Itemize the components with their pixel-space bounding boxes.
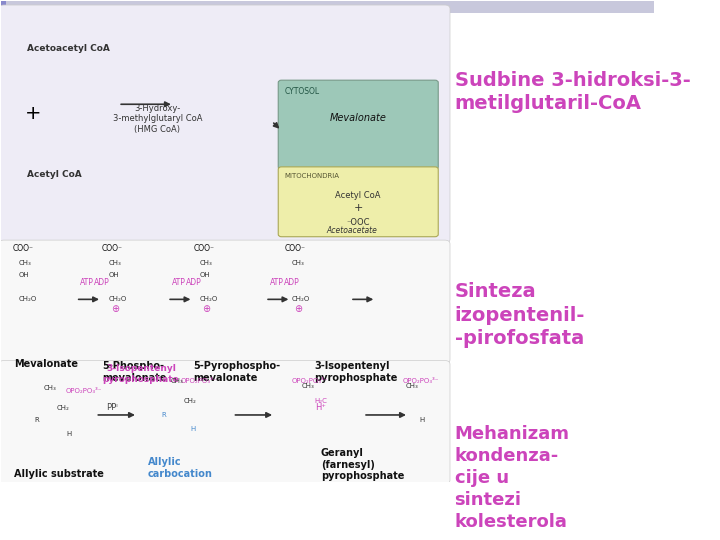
FancyBboxPatch shape — [0, 240, 450, 363]
Text: Acetyl CoA: Acetyl CoA — [27, 170, 81, 179]
Text: R: R — [161, 412, 166, 418]
Text: OPO₂PO₃³⁻: OPO₂PO₃³⁻ — [402, 378, 438, 384]
FancyBboxPatch shape — [278, 167, 438, 237]
Text: CH₂O: CH₂O — [19, 296, 37, 302]
Text: ADP: ADP — [186, 278, 202, 287]
Text: H: H — [191, 427, 196, 433]
Text: +: + — [25, 104, 42, 124]
Text: ATP: ATP — [270, 278, 284, 287]
Text: OPO₂PO₃³⁻: OPO₂PO₃³⁻ — [66, 388, 102, 394]
Text: CH₂O: CH₂O — [109, 296, 127, 302]
Text: COO⁻: COO⁻ — [285, 244, 306, 253]
Text: H⁺: H⁺ — [315, 403, 326, 412]
Text: CH₃: CH₃ — [109, 260, 121, 266]
FancyBboxPatch shape — [278, 80, 438, 170]
Text: CYTOSOL: CYTOSOL — [285, 87, 320, 97]
Text: CH₃: CH₃ — [43, 386, 56, 392]
Text: 5-Phospho-
mevalonate: 5-Phospho- mevalonate — [102, 361, 166, 383]
Text: OPO₂PO₃³⁻: OPO₂PO₃³⁻ — [292, 378, 328, 384]
Text: 5-Pyrophospho-
mevalonate: 5-Pyrophospho- mevalonate — [194, 361, 281, 383]
FancyBboxPatch shape — [0, 5, 450, 243]
Text: Allylic
carbocation: Allylic carbocation — [148, 457, 212, 479]
Text: 3-Isopentenyl
pyrophosphate: 3-Isopentenyl pyrophosphate — [314, 361, 397, 383]
Text: COO⁻: COO⁻ — [194, 244, 215, 253]
Text: PPᴵ: PPᴵ — [106, 403, 117, 412]
Text: COO⁻: COO⁻ — [102, 244, 123, 253]
Text: OPO₂PO₃³⁻: OPO₂PO₃³⁻ — [180, 378, 217, 384]
Text: ATP: ATP — [172, 278, 186, 287]
Text: OH: OH — [200, 272, 210, 278]
Text: CH₃: CH₃ — [200, 260, 212, 266]
Text: CH₃: CH₃ — [301, 383, 314, 389]
Bar — [1, 1, 654, 13]
Text: Allylic substrate: Allylic substrate — [14, 469, 104, 479]
Text: R: R — [35, 417, 39, 423]
Text: CH₂O: CH₂O — [292, 296, 310, 302]
Text: Sudbine 3-hidroksi-3-
metilglutaril-CoA: Sudbine 3-hidroksi-3- metilglutaril-CoA — [454, 71, 690, 113]
Text: ⁻OOC: ⁻OOC — [346, 218, 370, 227]
Text: Acetoacetate: Acetoacetate — [326, 226, 377, 235]
Text: 3-Hydroxy-
3-methylglutaryl CoA
(HMG CoA): 3-Hydroxy- 3-methylglutaryl CoA (HMG CoA… — [112, 104, 202, 133]
Text: CH₂O: CH₂O — [200, 296, 218, 302]
Text: Sinteza
izopentenil-
-pirofosfata: Sinteza izopentenil- -pirofosfata — [454, 282, 585, 348]
Text: ADP: ADP — [284, 278, 300, 287]
Text: CH₂: CH₂ — [56, 405, 69, 411]
Text: CH₃: CH₃ — [19, 260, 32, 266]
Text: CH₃: CH₃ — [406, 383, 418, 389]
Text: Acetyl CoA: Acetyl CoA — [336, 191, 381, 200]
Text: Mevalonate: Mevalonate — [330, 112, 387, 123]
Text: COO⁻: COO⁻ — [12, 244, 33, 253]
Text: ⊕: ⊕ — [111, 304, 119, 314]
Text: CH₂: CH₂ — [184, 397, 197, 403]
Text: CH₃: CH₃ — [171, 378, 184, 384]
Text: Mevalonate: Mevalonate — [14, 359, 78, 369]
Text: ADP: ADP — [94, 278, 110, 287]
Text: OH: OH — [19, 272, 30, 278]
Text: ⊕: ⊕ — [202, 304, 210, 314]
Text: H: H — [419, 417, 425, 423]
Text: Mehanizam
kondenza-
cije u
sintezi
kolesterola: Mehanizam kondenza- cije u sintezi koles… — [454, 424, 570, 531]
Text: 3-Isopentenyl
pyrophosphate: 3-Isopentenyl pyrophosphate — [103, 364, 179, 384]
Text: H₂C: H₂C — [314, 397, 327, 403]
Text: ⊕: ⊕ — [294, 304, 302, 314]
Text: H: H — [67, 431, 72, 437]
FancyBboxPatch shape — [0, 361, 450, 484]
Text: CH₃: CH₃ — [292, 260, 304, 266]
Bar — [1, 1, 6, 482]
Text: Acetoacetyl CoA: Acetoacetyl CoA — [27, 44, 109, 53]
Text: Geranyl
(farnesyl)
pyrophosphate: Geranyl (farnesyl) pyrophosphate — [320, 448, 404, 482]
Text: +: + — [354, 203, 363, 213]
Text: MITOCHONDRIA: MITOCHONDRIA — [285, 173, 340, 179]
Text: OH: OH — [109, 272, 119, 278]
Text: ATP: ATP — [81, 278, 94, 287]
